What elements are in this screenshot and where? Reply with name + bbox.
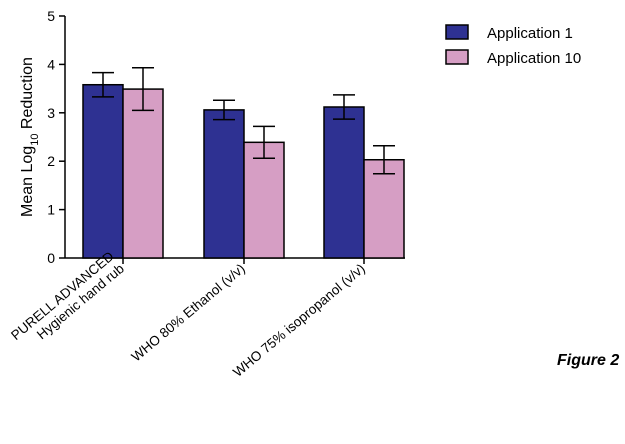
x-tick-label: WHO 75% isopropanol (v/v) <box>230 261 368 380</box>
y-tick-label: 5 <box>47 8 55 24</box>
y-axis-label-prefix: Mean Log <box>19 146 36 217</box>
y-ticks: 0 1 2 3 4 5 <box>47 8 65 266</box>
error-bars <box>92 67 395 175</box>
bar-application-10 <box>363 158 405 259</box>
y-axis-label-subscript: 10 <box>29 134 41 146</box>
y-tick-label: 0 <box>47 250 55 266</box>
x-tick-label: PURELL ADVANCED <box>8 248 117 343</box>
bar-application-10 <box>122 88 164 259</box>
bar-application-1 <box>203 109 245 259</box>
x-tick-label-group: WHO 80% Ethanol (v/v) <box>129 261 248 365</box>
y-tick-label: 2 <box>47 153 55 169</box>
x-tick-label-group: WHO 75% isopropanol (v/v) <box>230 261 368 380</box>
y-tick-label: 1 <box>47 202 55 218</box>
x-tick-label: WHO 80% Ethanol (v/v) <box>129 261 248 365</box>
y-tick-label: 4 <box>47 56 55 72</box>
y-axis-label: Mean Log10 Reduction <box>19 57 41 217</box>
bar-application-10 <box>243 141 285 259</box>
y-tick-label: 3 <box>47 105 55 121</box>
legend-swatch <box>445 49 469 65</box>
legend-label: Application 1 <box>487 25 573 42</box>
figure-label: Figure 2 <box>557 352 619 369</box>
y-axis-label-suffix: Reduction <box>19 57 36 134</box>
bar-application-1 <box>323 106 365 259</box>
bar-application-1 <box>82 83 124 259</box>
legend: Application 1 Application 10 <box>445 24 581 67</box>
legend-label: Application 10 <box>487 50 581 67</box>
legend-swatch <box>445 24 469 40</box>
bars <box>82 83 405 259</box>
